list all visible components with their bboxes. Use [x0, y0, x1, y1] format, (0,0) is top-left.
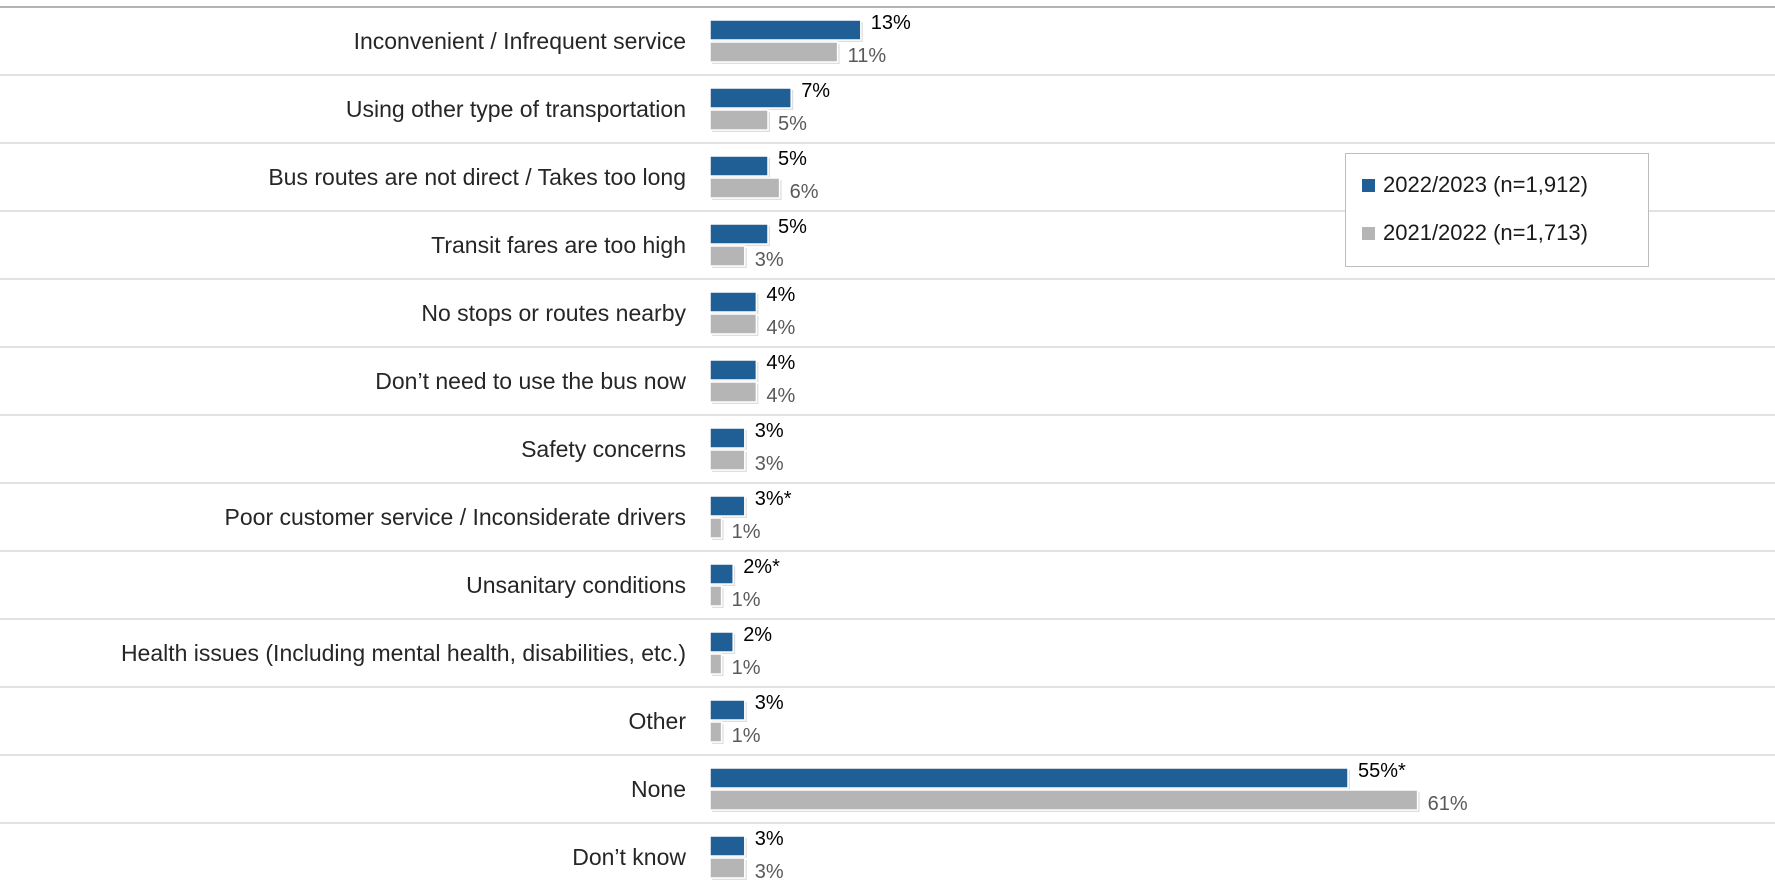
bar-2022-2023 [709, 563, 734, 585]
row-separators [0, 6, 1775, 824]
bar-2022-2023 [709, 19, 862, 41]
bar-2021-2022 [709, 449, 746, 471]
bar-2022-2023 [709, 427, 746, 449]
value-label-2021-2022: 61% [1428, 793, 1468, 815]
category-label: Safety concerns [521, 436, 686, 462]
value-label-2022-2023: 13% [871, 12, 911, 34]
value-label-2022-2023: 2% [743, 624, 772, 646]
category-label: No stops or routes nearby [421, 300, 686, 326]
bar-2021-2022 [709, 857, 746, 879]
legend-label-series-2: 2021/2022 (n=1,713) [1383, 220, 1588, 245]
bar-2022-2023 [709, 835, 746, 857]
value-label-2021-2022: 1% [732, 589, 761, 611]
legend-swatch-series-1 [1362, 178, 1375, 192]
value-labels: 13% 11% 7% 5% 5% 6% 5% 3% 4% 4% 4% 4% 3% 3% 3%* 1% 2%* 1%… [732, 12, 1468, 883]
category-labels: Inconvenient / Infrequent service Using o… [121, 28, 687, 870]
value-label-2022-2023: 4% [766, 352, 795, 374]
value-label-2022-2023: 3% [755, 692, 784, 714]
legend: 2022/2023 (n=1,912) 2021/2022 (n=1,713) [1345, 153, 1649, 267]
category-label: Health issues (Including mental health, … [121, 640, 686, 666]
value-label-2022-2023: 3% [755, 420, 784, 442]
bar-2022-2023 [709, 223, 769, 245]
bar-2021-2022 [709, 245, 746, 267]
bar-2022-2023 [709, 291, 758, 313]
legend-item-series-2: 2021/2022 (n=1,713) [1362, 220, 1588, 246]
bar-2021-2022 [709, 721, 723, 743]
value-label-2022-2023: 55%* [1358, 760, 1406, 782]
bar-2021-2022 [709, 381, 758, 403]
bar-2022-2023 [709, 87, 792, 109]
value-label-2022-2023: 5% [778, 148, 807, 170]
category-label: Using other type of transportation [346, 96, 686, 122]
value-label-2021-2022: 4% [766, 317, 795, 339]
bar-2021-2022 [709, 313, 758, 335]
value-label-2022-2023: 7% [801, 80, 830, 102]
legend-label-series-1: 2022/2023 (n=1,912) [1383, 172, 1588, 197]
bar-2021-2022 [709, 585, 723, 607]
category-label: Unsanitary conditions [466, 572, 686, 598]
bar-2021-2022 [709, 177, 781, 199]
bar-2022-2023 [709, 699, 746, 721]
value-label-2021-2022: 3% [755, 453, 784, 475]
category-label: Other [628, 708, 686, 734]
legend-item-series-1: 2022/2023 (n=1,912) [1362, 172, 1588, 198]
value-label-2022-2023: 5% [778, 216, 807, 238]
value-label-2021-2022: 3% [755, 861, 784, 883]
value-label-2021-2022: 3% [755, 249, 784, 271]
bar-2021-2022 [709, 517, 723, 539]
bar-2022-2023 [709, 767, 1349, 789]
category-label: None [631, 776, 686, 802]
value-label-2022-2023: 4% [766, 284, 795, 306]
bar-2021-2022 [709, 41, 839, 63]
value-label-2021-2022: 11% [848, 45, 887, 67]
value-label-2021-2022: 1% [732, 657, 761, 679]
value-label-2021-2022: 6% [790, 181, 819, 203]
category-label: Don’t know [572, 844, 686, 870]
bar-2021-2022 [709, 789, 1419, 811]
value-label-2022-2023: 3%* [755, 488, 792, 510]
category-label: Poor customer service / Inconsiderate dr… [225, 504, 686, 530]
bar-2022-2023 [709, 155, 769, 177]
category-label: Transit fares are too high [431, 232, 686, 258]
bars [709, 19, 1420, 880]
category-label: Don’t need to use the bus now [375, 368, 686, 394]
bar-2022-2023 [709, 495, 746, 517]
bar-2022-2023 [709, 631, 734, 653]
category-label: Inconvenient / Infrequent service [354, 28, 686, 54]
value-label-2021-2022: 1% [732, 725, 761, 747]
legend-swatch-series-2 [1362, 226, 1375, 240]
bar-2021-2022 [709, 109, 769, 131]
value-label-2021-2022: 5% [778, 113, 807, 135]
value-label-2022-2023: 2%* [743, 556, 780, 578]
bar-2021-2022 [709, 653, 723, 675]
value-label-2022-2023: 3% [755, 828, 784, 850]
value-label-2021-2022: 1% [732, 521, 761, 543]
category-label: Bus routes are not direct / Takes too lo… [268, 164, 686, 190]
bar-2022-2023 [709, 359, 758, 381]
value-label-2021-2022: 4% [766, 385, 795, 407]
